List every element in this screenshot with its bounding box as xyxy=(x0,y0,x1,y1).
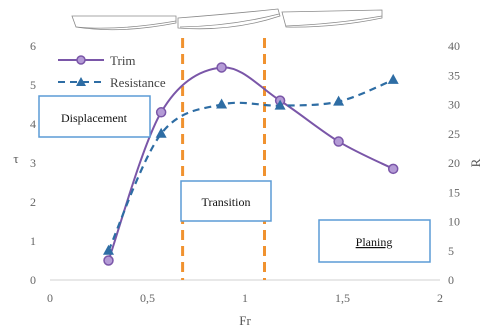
resistance-markers xyxy=(103,73,399,255)
y-right-tick-label: 10 xyxy=(448,215,460,229)
resistance-point xyxy=(155,127,167,138)
resistance-point xyxy=(216,98,228,109)
region-label-transition: Transition xyxy=(202,195,251,209)
hull-icon-displacement xyxy=(71,15,177,31)
y-right-tick-label: 20 xyxy=(448,156,460,170)
y-right-tick-label: 0 xyxy=(448,273,454,287)
x-tick-label: 2 xyxy=(437,291,443,305)
x-axis-label: Fr xyxy=(239,313,251,328)
legend-resistance-label: Resistance xyxy=(110,75,166,90)
hull-icon-transition xyxy=(177,8,281,30)
resistance-point xyxy=(103,244,114,255)
x-tick-label: 1 xyxy=(242,291,248,305)
y-left-tick-label: 4 xyxy=(30,117,36,131)
region-box-displacement: Displacement xyxy=(38,95,151,138)
region-boundaries xyxy=(181,38,266,280)
y-right-tick-label: 35 xyxy=(448,68,460,82)
y-right-tick-label: 30 xyxy=(448,98,460,112)
trim-point xyxy=(333,136,344,147)
y-right-tick-label: 25 xyxy=(448,127,460,141)
resistance-point xyxy=(387,73,399,84)
region-box-transition: Transition xyxy=(180,180,272,222)
region-label-planing: Planing xyxy=(356,235,393,249)
trim-point xyxy=(216,62,227,73)
y-left-tick-label: 6 xyxy=(30,39,36,53)
region-box-planing: Planing xyxy=(318,219,431,263)
trim-markers xyxy=(103,62,399,266)
y-right-tick-label: 15 xyxy=(448,185,460,199)
y-left-tick-label: 3 xyxy=(30,156,36,170)
y-left-tick-label: 0 xyxy=(30,273,36,287)
y-right-tick-labels: 0 5 10 15 20 25 30 35 40 xyxy=(448,39,460,287)
y-left-tick-label: 5 xyxy=(30,78,36,92)
y-left-tick-label: 1 xyxy=(30,234,36,248)
x-tick-label: 0,5 xyxy=(140,291,155,305)
legend: Trim Resistance xyxy=(58,53,166,90)
resistance-point xyxy=(333,95,345,106)
resistance-point xyxy=(274,99,286,110)
legend-trim-label: Trim xyxy=(110,53,136,68)
y-left-axis-label: τ xyxy=(13,151,18,166)
x-tick-label: 1,5 xyxy=(335,291,350,305)
hull-silhouettes xyxy=(71,8,383,31)
x-tick-label: 0 xyxy=(47,291,53,305)
trim-point xyxy=(155,107,167,118)
region-label-displacement: Displacement xyxy=(61,111,128,125)
legend-trim-marker xyxy=(76,55,86,65)
y-right-tick-label: 40 xyxy=(448,39,460,53)
hull-icon-planing xyxy=(281,9,383,28)
y-left-tick-labels: 0 1 2 3 4 5 6 xyxy=(30,39,36,287)
legend-resistance-marker xyxy=(76,77,86,86)
trim-point xyxy=(387,163,399,175)
x-tick-labels: 0 0,5 1 1,5 2 xyxy=(47,291,443,305)
trim-point xyxy=(103,255,114,266)
y-left-tick-label: 2 xyxy=(30,195,36,209)
y-right-axis-label: R xyxy=(468,158,483,167)
y-right-tick-label: 5 xyxy=(448,244,454,258)
